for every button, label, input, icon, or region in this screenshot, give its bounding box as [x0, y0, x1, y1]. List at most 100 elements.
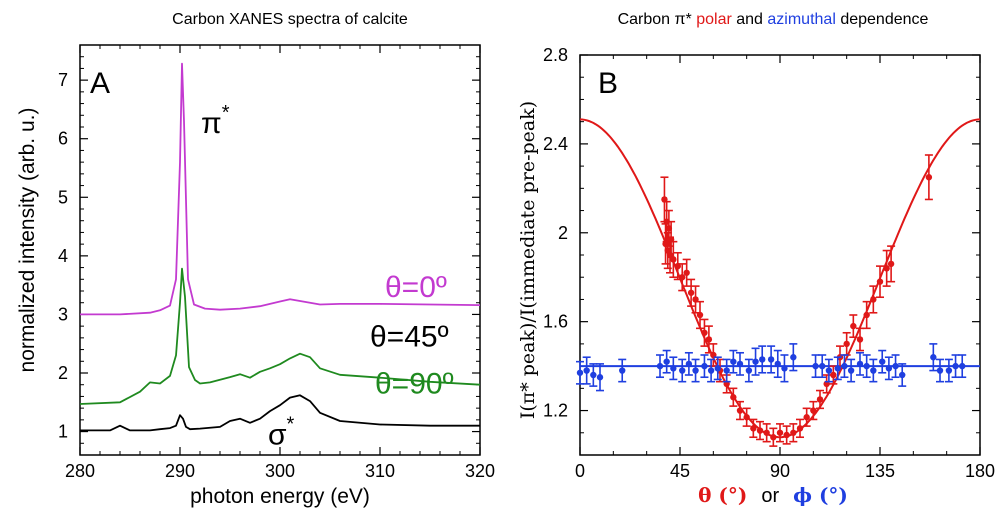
y-tick-label: 6	[58, 129, 68, 149]
data-point	[707, 367, 715, 374]
y-tick-label: 3	[58, 304, 68, 324]
data-point	[776, 429, 784, 436]
x-tick-label: 280	[65, 461, 95, 481]
data-point	[679, 274, 686, 281]
spectrum-line	[80, 394, 480, 432]
x-tick-label: 310	[365, 461, 395, 481]
x-label-phi: ϕ (°)	[793, 483, 848, 507]
data-point	[803, 414, 810, 421]
data-point	[774, 360, 781, 368]
data-point	[687, 289, 695, 296]
data-point	[936, 367, 944, 374]
data-point	[723, 367, 730, 374]
data-point	[705, 336, 713, 343]
data-point	[899, 371, 906, 379]
y-tick-label: 1	[58, 422, 68, 442]
data-point	[745, 367, 753, 374]
panel-a-plot: 280 290 300 310 320 1 2 3 4 5 6 7 θ=0º θ=45º θ=90º π* σ*	[58, 44, 495, 481]
annotation: θ=90º	[375, 368, 454, 401]
spectrum-line	[80, 62, 481, 316]
panel-a-y-axis-label: normalized intensity (arb. u.)	[16, 108, 39, 373]
data-point	[763, 429, 770, 436]
data-point	[830, 371, 837, 379]
data-point	[885, 365, 893, 372]
data-point	[790, 354, 797, 361]
data-point	[619, 367, 626, 374]
data-point	[576, 369, 584, 376]
annotation: θ=45º	[370, 321, 449, 354]
data-point	[781, 365, 788, 372]
data-point	[743, 414, 750, 421]
y-tick-label: 4	[58, 246, 68, 266]
data-point	[870, 367, 877, 374]
data-point	[696, 311, 704, 319]
data-point	[767, 356, 775, 363]
fit-curve	[579, 118, 981, 439]
data-point	[759, 356, 766, 363]
y-tick-label: 1.6	[543, 312, 568, 332]
panel-b-title-suffix: dependence	[836, 11, 929, 28]
data-point	[925, 174, 933, 181]
data-point	[752, 358, 759, 365]
x-tick-label: 45	[670, 461, 690, 481]
data-point	[750, 425, 757, 432]
data-point	[670, 256, 677, 263]
data-point	[756, 427, 764, 434]
data-point	[870, 296, 877, 303]
panel-b-title-azimuthal: azimuthal	[767, 11, 835, 28]
y-tick-label: 2	[58, 363, 68, 383]
data-point	[856, 360, 864, 368]
panel-b-title-prefix: Carbon π*	[618, 11, 697, 28]
x-tick-label: 180	[965, 461, 995, 481]
x-tick-label: 320	[465, 461, 495, 481]
data-point	[663, 358, 670, 365]
data-point	[819, 362, 826, 370]
data-point	[959, 362, 966, 370]
data-point	[850, 322, 857, 330]
data-point	[596, 374, 604, 381]
y-tick-label: 2	[558, 223, 568, 243]
data-point	[796, 425, 804, 432]
data-point	[736, 407, 744, 414]
x-label-theta: θ (°)	[698, 483, 747, 507]
x-tick-label: 290	[165, 461, 195, 481]
annotation: θ=0º	[385, 271, 447, 304]
x-tick-label: 135	[865, 461, 895, 481]
data-point	[847, 367, 855, 374]
data-point	[825, 367, 833, 374]
data-point	[887, 260, 895, 268]
data-point	[816, 396, 824, 403]
panel-b-title-polar: polar	[696, 11, 732, 28]
x-label-or: or	[761, 485, 779, 507]
data-point	[856, 336, 864, 343]
data-point	[583, 367, 590, 374]
panel-b-plot: 0 45 90 135 180 1.2 1.6 2 2.4 2.8	[543, 45, 995, 481]
data-point	[736, 360, 744, 368]
panel-b-x-axis-label: θ (°) or ϕ (°)	[698, 483, 848, 507]
panel-b-y-axis-label: I(π* peak)/I(immediate pre-peak)	[517, 101, 539, 419]
data-point	[863, 311, 870, 319]
data-point	[863, 362, 870, 370]
data-point	[843, 340, 850, 348]
data-point	[590, 371, 597, 379]
data-point	[685, 360, 693, 368]
x-tick-label: 90	[770, 461, 790, 481]
data-point	[810, 407, 817, 414]
data-point	[790, 429, 797, 436]
data-point	[770, 434, 777, 441]
x-tick-label: 0	[575, 461, 585, 481]
data-point	[892, 362, 899, 370]
data-point	[812, 362, 819, 370]
y-tick-label: 7	[58, 70, 68, 90]
data-point	[701, 362, 708, 370]
x-tick-label: 300	[265, 461, 295, 481]
y-tick-label: 2.8	[543, 45, 568, 65]
data-point	[656, 362, 664, 370]
panel-b-frame	[579, 54, 981, 456]
data-point	[883, 265, 890, 272]
panel-a-title: Carbon XANES spectra of calcite	[172, 11, 408, 28]
panel-b-label: B	[598, 67, 618, 100]
data-point	[952, 362, 959, 370]
y-tick-label: 1.2	[543, 401, 568, 421]
